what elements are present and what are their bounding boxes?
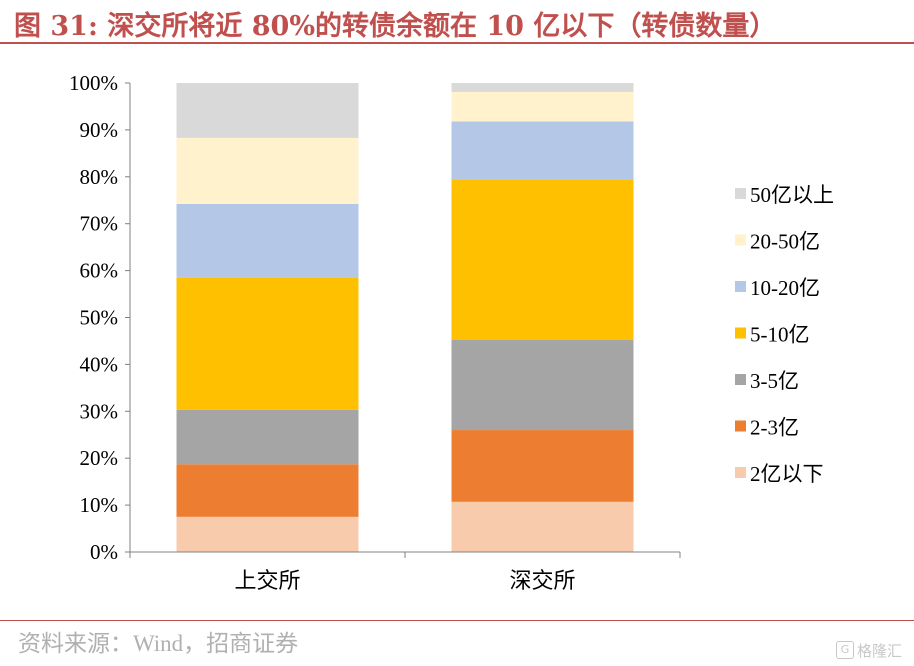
bar-segment-2-1 — [451, 501, 634, 552]
legend-swatch-3 — [735, 281, 746, 292]
chart-title: 图 31: 深交所将近 80%的转债余额在 10 亿以下（转债数量） — [14, 11, 777, 42]
bar-segment-2-4 — [451, 179, 634, 341]
bar-segment-1-1 — [176, 516, 359, 552]
legend-label-5: 3-5亿 — [750, 369, 799, 393]
legend-label-2: 20-50亿 — [750, 230, 820, 254]
source-note: 资料来源：Wind，招商证券 — [18, 631, 299, 656]
bar-segment-1-3 — [176, 409, 359, 465]
bar-segment-1-2 — [176, 464, 359, 517]
bar-segment-1-5 — [176, 204, 359, 278]
legend-swatch-7 — [735, 467, 746, 478]
y-tick-label-0: 0% — [90, 540, 118, 564]
bar-segment-2-6 — [451, 91, 634, 122]
y-tick-label-8: 80% — [80, 165, 119, 189]
legend-label-6: 2-3亿 — [750, 416, 799, 440]
legend-swatch-1 — [735, 188, 746, 199]
legend-label-7: 2亿以下 — [750, 462, 824, 486]
y-tick-label-2: 20% — [80, 446, 119, 470]
x-tick-label-2: 深交所 — [509, 568, 575, 593]
legend-swatch-5 — [735, 374, 746, 385]
bar-segment-1-7 — [176, 83, 359, 138]
y-tick-label-3: 30% — [80, 399, 119, 423]
y-tick-label-9: 90% — [80, 118, 119, 142]
y-tick-label-7: 70% — [80, 212, 119, 236]
title-bar: 图 31: 深交所将近 80%的转债余额在 10 亿以下（转债数量） — [0, 0, 914, 44]
x-tick-label-1: 上交所 — [234, 568, 300, 593]
legend-label-3: 10-20亿 — [750, 276, 820, 300]
legend-swatch-2 — [735, 234, 746, 246]
bar-segment-2-2 — [451, 430, 634, 502]
y-tick-label-5: 50% — [80, 306, 119, 330]
y-tick-label-1: 10% — [80, 493, 119, 517]
watermark-text: 格隆汇 — [857, 641, 903, 660]
legend-swatch-6 — [735, 420, 746, 432]
legend-swatch-4 — [735, 327, 746, 339]
stacked-bar-chart: 0% 10% 20% 30% 40% 50% 60% 70% 80% 90% 100% 上交所 深交所 5… — [69, 71, 834, 593]
y-tick-label-6: 60% — [80, 259, 119, 283]
bar-segment-2-3 — [451, 340, 634, 431]
bar-segment-2-5 — [451, 121, 634, 180]
bar-segment-1-4 — [176, 277, 359, 410]
y-tick-label-4: 40% — [80, 352, 119, 376]
legend-label-4: 5-10亿 — [750, 323, 810, 347]
bar-segment-2-7 — [451, 83, 634, 92]
legend-label-1: 50亿以上 — [750, 183, 834, 207]
watermark-logo-icon: G — [836, 641, 854, 659]
watermark: G 格隆汇 — [836, 638, 908, 662]
bar-segment-1-6 — [176, 137, 359, 205]
footer-divider — [0, 620, 914, 621]
y-tick-label-10: 100% — [69, 71, 118, 95]
